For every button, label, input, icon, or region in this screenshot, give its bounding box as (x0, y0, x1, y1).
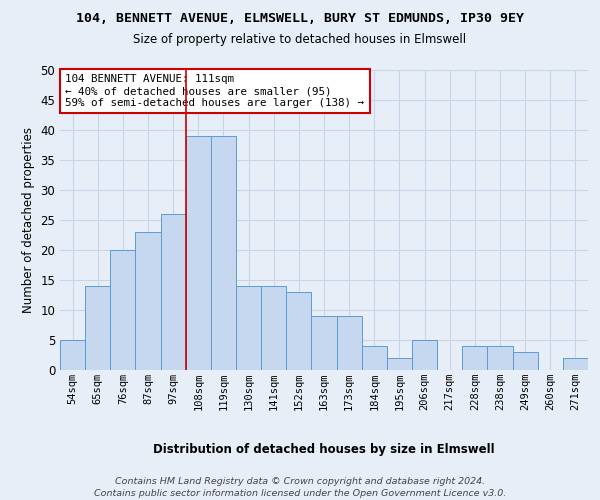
Bar (286, 292, 311, 370)
Bar (512, 352, 538, 370)
Bar (236, 286, 261, 370)
Bar (487, 346, 512, 370)
Bar (337, 316, 362, 370)
Text: Contains public sector information licensed under the Open Government Licence v3: Contains public sector information licen… (94, 489, 506, 498)
Bar (261, 286, 286, 370)
Bar (412, 340, 437, 370)
Text: Size of property relative to detached houses in Elmswell: Size of property relative to detached ho… (133, 32, 467, 46)
Y-axis label: Number of detached properties: Number of detached properties (22, 127, 35, 313)
Bar (362, 346, 387, 370)
Bar (110, 250, 136, 370)
Bar (136, 232, 161, 370)
Bar (85, 286, 110, 370)
Text: Contains HM Land Registry data © Crown copyright and database right 2024.: Contains HM Land Registry data © Crown c… (115, 478, 485, 486)
Bar (311, 316, 337, 370)
Text: 104, BENNETT AVENUE, ELMSWELL, BURY ST EDMUNDS, IP30 9EY: 104, BENNETT AVENUE, ELMSWELL, BURY ST E… (76, 12, 524, 26)
Bar (186, 136, 211, 370)
Bar (563, 358, 588, 370)
Bar (211, 136, 236, 370)
Text: 104 BENNETT AVENUE: 111sqm
← 40% of detached houses are smaller (95)
59% of semi: 104 BENNETT AVENUE: 111sqm ← 40% of deta… (65, 74, 364, 108)
Bar (60, 340, 85, 370)
Bar (387, 358, 412, 370)
Text: Distribution of detached houses by size in Elmswell: Distribution of detached houses by size … (153, 442, 495, 456)
Bar (462, 346, 487, 370)
Bar (161, 214, 186, 370)
